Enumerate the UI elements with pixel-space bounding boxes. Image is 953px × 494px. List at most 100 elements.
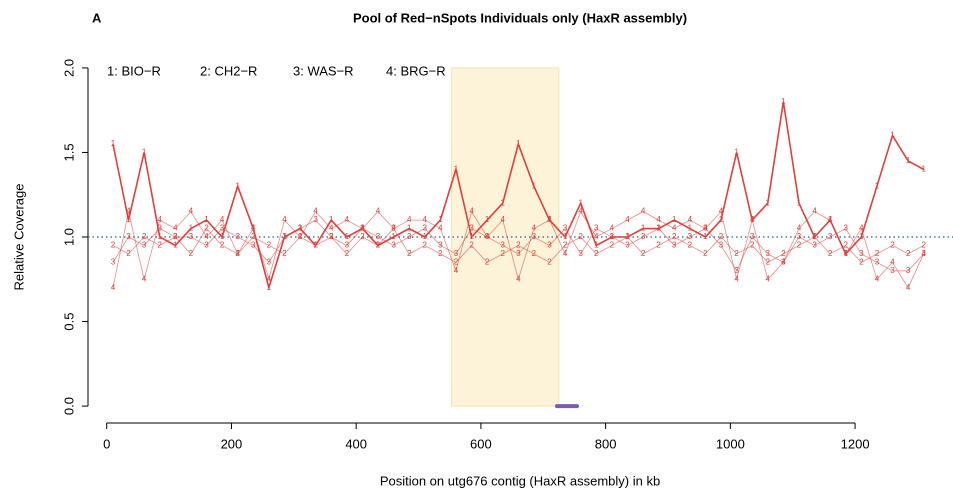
point-marker: 3: [485, 232, 490, 241]
point-marker: 4: [220, 215, 225, 224]
point-marker: 4: [594, 232, 599, 241]
point-marker: 4: [875, 274, 880, 283]
point-marker: 2: [407, 249, 412, 258]
point-marker: 1: [828, 215, 833, 224]
point-marker: 4: [921, 249, 926, 258]
point-marker: 4: [750, 215, 755, 224]
point-marker: 2: [220, 241, 225, 250]
point-marker: 2: [906, 249, 911, 258]
point-marker: 3: [235, 232, 240, 241]
point-marker: 4: [719, 207, 724, 216]
point-marker: 1: [703, 232, 708, 241]
point-marker: 4: [844, 249, 849, 258]
point-marker: 4: [532, 224, 537, 233]
point-marker: 2: [298, 232, 303, 241]
point-marker: 1: [142, 148, 147, 157]
point-marker: 2: [688, 241, 693, 250]
point-marker: 1: [111, 139, 116, 148]
point-marker: 2: [797, 241, 802, 250]
point-marker: 2: [360, 232, 365, 241]
y-tick-label: 2.0: [61, 59, 76, 77]
point-marker: 2: [563, 241, 568, 250]
point-marker: 3: [298, 224, 303, 233]
point-marker: 2: [235, 249, 240, 258]
point-marker: 1: [204, 215, 209, 224]
point-marker: 1: [875, 181, 880, 190]
point-marker: 4: [267, 274, 272, 283]
point-marker: 4: [391, 224, 396, 233]
point-marker: 1: [360, 224, 365, 233]
point-marker: 4: [516, 274, 521, 283]
point-marker: 2: [469, 241, 474, 250]
point-marker: 1: [500, 198, 505, 207]
point-marker: 3: [423, 224, 428, 233]
point-marker: 2: [500, 249, 505, 258]
point-marker: 4: [157, 215, 162, 224]
point-marker: 4: [812, 207, 817, 216]
point-marker: 2: [516, 241, 521, 250]
y-tick-label: 0.0: [61, 397, 76, 415]
point-marker: 4: [173, 224, 178, 233]
point-marker: 2: [376, 241, 381, 250]
point-marker: 4: [500, 215, 505, 224]
point-marker: 3: [734, 266, 739, 275]
legend-entry: 3: WAS−R: [293, 63, 354, 78]
point-marker: 4: [142, 274, 147, 283]
point-marker: 1: [126, 215, 131, 224]
point-marker: 2: [454, 257, 459, 266]
point-marker: 3: [563, 224, 568, 233]
point-marker: 1: [578, 198, 583, 207]
point-marker: 1: [516, 139, 521, 148]
point-marker: 2: [423, 241, 428, 250]
point-marker: 4: [672, 224, 677, 233]
y-tick-label: 0.5: [61, 313, 76, 331]
point-marker: 4: [610, 224, 615, 233]
point-marker: 1: [688, 224, 693, 233]
point-marker: 3: [313, 215, 318, 224]
point-marker: 2: [766, 257, 771, 266]
point-marker: 3: [610, 232, 615, 241]
point-marker: 3: [844, 224, 849, 233]
point-marker: 1: [563, 232, 568, 241]
point-marker: 1: [485, 215, 490, 224]
point-marker: 2: [282, 249, 287, 258]
point-marker: 4: [438, 224, 443, 233]
point-marker: 1: [423, 232, 428, 241]
point-marker: 2: [828, 249, 833, 258]
point-marker: 3: [282, 232, 287, 241]
point-marker: 2: [313, 241, 318, 250]
point-marker: 2: [641, 249, 646, 258]
point-marker: 4: [766, 274, 771, 283]
x-tick-label: 0: [103, 436, 110, 451]
point-marker: 2: [594, 249, 599, 258]
point-marker: 1: [890, 131, 895, 140]
point-marker: 3: [438, 241, 443, 250]
point-marker: 3: [578, 249, 583, 258]
legend-entry: 2: CH2−R: [200, 63, 257, 78]
point-marker: 3: [875, 257, 880, 266]
point-marker: 2: [329, 232, 334, 241]
point-marker: 2: [859, 257, 864, 266]
point-marker: 3: [454, 249, 459, 258]
point-marker: 1: [391, 232, 396, 241]
point-marker: 3: [625, 241, 630, 250]
point-marker: 2: [750, 241, 755, 250]
point-marker: 1: [454, 164, 459, 173]
point-marker: 2: [734, 249, 739, 258]
point-marker: 3: [828, 232, 833, 241]
point-marker: 1: [407, 224, 412, 233]
point-marker: 2: [126, 249, 131, 258]
x-tick-label: 600: [470, 436, 492, 451]
point-marker: 2: [251, 232, 256, 241]
point-marker: 2: [703, 249, 708, 258]
x-tick-label: 400: [345, 436, 367, 451]
point-marker: 1: [267, 283, 272, 292]
point-marker: 4: [313, 207, 318, 216]
point-marker: 3: [797, 232, 802, 241]
legend-entry: 4: BRG−R: [386, 63, 446, 78]
point-marker: 3: [267, 257, 272, 266]
point-marker: 2: [157, 241, 162, 250]
point-marker: 1: [173, 241, 178, 250]
point-marker: 3: [547, 241, 552, 250]
point-marker: 2: [267, 241, 272, 250]
